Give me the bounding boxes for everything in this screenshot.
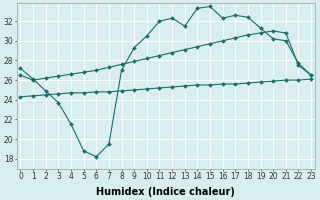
X-axis label: Humidex (Indice chaleur): Humidex (Indice chaleur) bbox=[96, 187, 235, 197]
